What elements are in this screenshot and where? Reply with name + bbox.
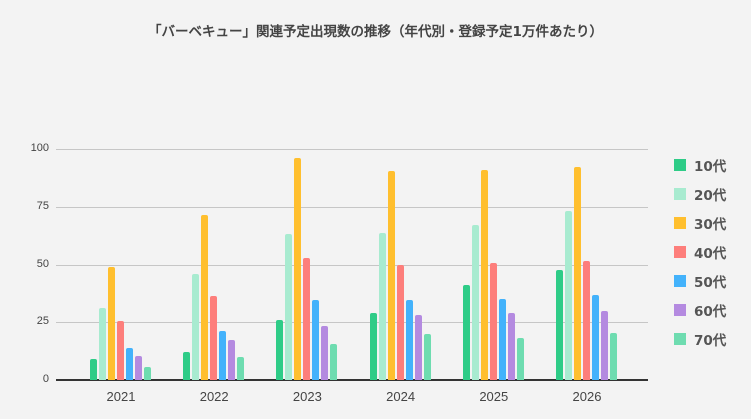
gridline	[56, 207, 648, 208]
legend-item[interactable]: 70代	[674, 324, 726, 353]
y-tick-label: 0	[42, 373, 49, 385]
legend-item[interactable]: 10代	[674, 150, 726, 179]
bar-2026-20代[interactable]	[565, 211, 572, 380]
x-axis-line	[56, 379, 648, 381]
bar-2022-10代[interactable]	[183, 352, 191, 380]
legend-swatch-icon	[674, 216, 686, 229]
legend-swatch-icon	[674, 187, 686, 200]
bar-2025-60代[interactable]	[507, 313, 515, 380]
bar-2023-60代[interactable]	[321, 325, 329, 380]
bar-2025-50代[interactable]	[498, 299, 506, 380]
bar-2023-40代[interactable]	[303, 257, 311, 380]
bar-2023-20代[interactable]	[285, 234, 293, 380]
legend-label: 50代	[694, 274, 727, 291]
legend: 10代 20代 30代 40代 50代 60代 70代	[674, 150, 726, 353]
bar-2024-50代[interactable]	[405, 300, 413, 380]
bar-2021-30代[interactable]	[108, 266, 115, 380]
bar-2024-70代[interactable]	[423, 333, 431, 380]
bar-2021-20代[interactable]	[99, 308, 106, 380]
x-tick-label: 2024	[386, 389, 416, 404]
bar-2026-60代[interactable]	[601, 310, 608, 380]
legend-item[interactable]: 40代	[674, 237, 726, 266]
bar-2026-70代[interactable]	[610, 332, 617, 380]
x-tick-label: 2026	[572, 389, 602, 404]
bar-2026-40代[interactable]	[583, 261, 590, 380]
y-tick-label: 100	[30, 142, 49, 154]
legend-label: 30代	[694, 216, 727, 233]
bar-2021-10代[interactable]	[90, 359, 97, 380]
legend-label: 10代	[694, 158, 727, 175]
bar-2023-50代[interactable]	[312, 300, 320, 380]
legend-swatch-icon	[674, 158, 686, 171]
legend-swatch-icon	[674, 274, 686, 287]
legend-item[interactable]: 60代	[674, 295, 726, 324]
legend-item[interactable]: 20代	[674, 179, 726, 208]
legend-item[interactable]: 50代	[674, 266, 726, 295]
x-tick-label: 2021	[106, 389, 136, 404]
bar-2021-50代[interactable]	[126, 347, 133, 380]
bar-2022-40代[interactable]	[210, 295, 218, 380]
bar-2026-30代[interactable]	[574, 167, 581, 380]
legend-item[interactable]: 30代	[674, 208, 726, 237]
y-tick-label: 50	[36, 258, 49, 270]
bar-2022-60代[interactable]	[228, 339, 236, 380]
bar-2024-30代[interactable]	[387, 170, 395, 380]
y-tick-label: 25	[36, 315, 49, 327]
bar-2024-20代[interactable]	[378, 233, 386, 380]
bar-2021-70代[interactable]	[144, 367, 151, 380]
gridline	[56, 265, 648, 266]
legend-label: 70代	[694, 332, 727, 349]
bar-2022-70代[interactable]	[237, 356, 245, 380]
bar-2026-10代[interactable]	[556, 270, 563, 380]
legend-swatch-icon	[674, 303, 686, 316]
legend-swatch-icon	[674, 332, 686, 345]
bar-2025-30代[interactable]	[480, 169, 488, 380]
gridline	[56, 149, 648, 150]
bar-2024-60代[interactable]	[414, 315, 422, 380]
x-tick-label: 2023	[292, 389, 322, 404]
bar-2025-10代[interactable]	[462, 285, 470, 380]
bar-2025-40代[interactable]	[489, 263, 497, 380]
legend-label: 60代	[694, 303, 727, 320]
bar-2022-30代[interactable]	[201, 214, 209, 380]
legend-label: 40代	[694, 245, 727, 262]
bar-2024-40代[interactable]	[396, 264, 404, 380]
bar-2023-30代[interactable]	[294, 158, 302, 380]
bar-2023-10代[interactable]	[276, 319, 284, 380]
bar-2024-10代[interactable]	[369, 313, 377, 380]
bar-2022-20代[interactable]	[192, 273, 200, 380]
legend-label: 20代	[694, 187, 727, 204]
legend-swatch-icon	[674, 245, 686, 258]
bar-2025-20代[interactable]	[471, 225, 479, 380]
bar-2026-50代[interactable]	[592, 294, 599, 380]
x-tick-label: 2025	[479, 389, 509, 404]
bar-2023-70代[interactable]	[330, 344, 338, 380]
gridline	[56, 322, 648, 323]
bar-2025-70代[interactable]	[516, 338, 524, 380]
bar-2021-60代[interactable]	[135, 355, 142, 380]
y-tick-label: 75	[36, 200, 49, 212]
chart-title: 「バーベキュー」関連予定出現数の推移（年代別・登録予定1万件あたり）	[148, 24, 603, 40]
x-tick-label: 2022	[199, 389, 229, 404]
bar-2021-40代[interactable]	[117, 321, 124, 380]
bar-2022-50代[interactable]	[219, 331, 227, 380]
